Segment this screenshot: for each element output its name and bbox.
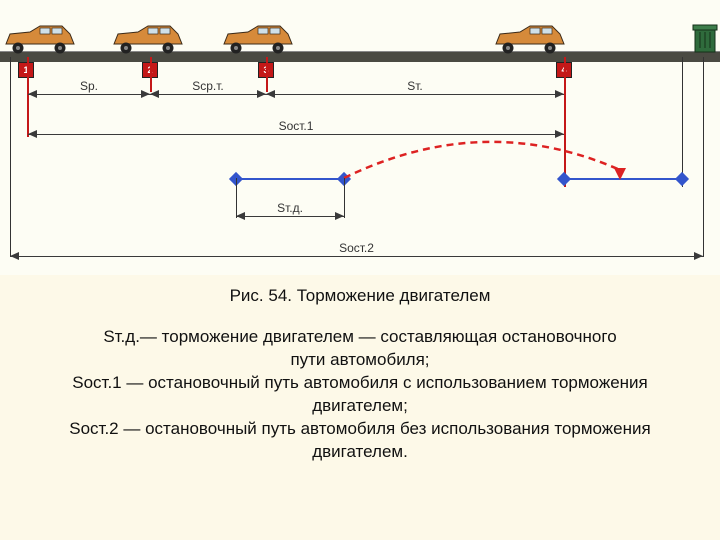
- dim-label: Sср.т.: [188, 79, 228, 93]
- figure-caption: Рис. 54. Торможение двигателем: [20, 285, 700, 308]
- dim-label: Sр.: [76, 79, 102, 93]
- car-pos-3: [218, 24, 296, 54]
- marker-1: 1: [18, 62, 34, 78]
- legend-line: Sост.1 — остановочный путь автомобиля с …: [20, 372, 700, 395]
- car-pos-2: [108, 24, 186, 54]
- red-arc: [344, 140, 626, 182]
- legend-line: двигателем;: [20, 395, 700, 418]
- dim-label: Sт.: [403, 79, 427, 93]
- dim-sost2: Sост.2: [10, 247, 703, 265]
- dim-sp: Sр.: [28, 85, 150, 103]
- blue-segment-1: [236, 178, 344, 180]
- obstacle-icon: [690, 20, 720, 54]
- tick: [703, 57, 704, 257]
- dim-label: Sост.1: [275, 119, 318, 133]
- dim-label: Sт.д.: [273, 201, 307, 215]
- legend-line: Sт.д.— торможение двигателем — составляю…: [20, 326, 700, 349]
- dim-ssrt: Sср.т.: [150, 85, 266, 103]
- legend-line: пути автомобиля;: [20, 349, 700, 372]
- dim-std: Sт.д.: [236, 207, 344, 225]
- dim-st: Sт.: [266, 85, 564, 103]
- dim-label: Sост.2: [335, 241, 378, 255]
- tick: [10, 57, 11, 257]
- diamond-icon: [675, 172, 689, 186]
- tick: [344, 178, 345, 218]
- tick: [682, 57, 683, 187]
- tick: [236, 178, 237, 218]
- car-pos-4: [490, 24, 568, 54]
- car-pos-1: [0, 24, 78, 54]
- braking-diagram: 1 2 3 4 Sр. Sср.т. Sт. Sост.1 Sт.д. Sост…: [0, 0, 720, 275]
- red-arrow-icon: [614, 168, 626, 180]
- caption-block: Рис. 54. Торможение двигателем Sт.д.— то…: [0, 285, 720, 464]
- legend-line: двигателем.: [20, 441, 700, 464]
- legend-line: Sост.2 — остановочный путь автомобиля бе…: [20, 418, 700, 441]
